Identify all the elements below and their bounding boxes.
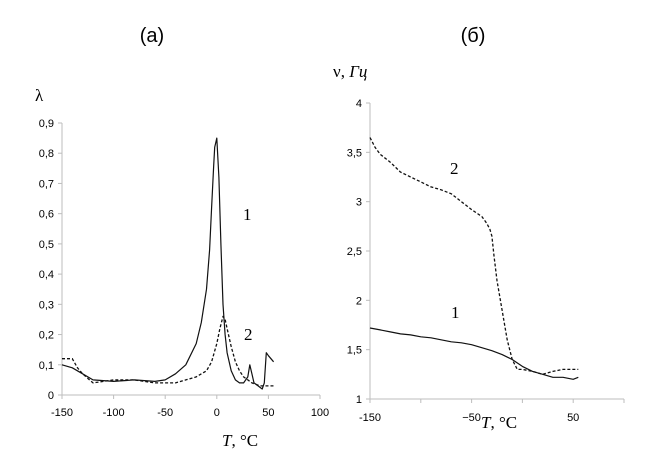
panel-a-xlabel-var: T <box>222 431 233 450</box>
y-tick-label: 2 <box>356 295 362 307</box>
y-tick-label: 1,5 <box>347 345 362 357</box>
x-tick-label: -100 <box>103 407 125 419</box>
panel-b-ylabel: ν, Гц <box>333 62 367 81</box>
x-tick-label: 0 <box>214 407 220 419</box>
y-tick-label: 0,3 <box>39 299 54 311</box>
y-tick-label: 0,8 <box>39 148 54 160</box>
panel-b-xlabel-unit: , °C <box>490 413 517 432</box>
x-tick-label: -50 <box>157 407 173 419</box>
series-line-2 <box>369 137 579 375</box>
panel-b: (б) ν, Гц 1 1,5 2 2,5 3 3,5 4 -150 −50 50 2 1 T,… <box>333 25 625 432</box>
x-tick-label: -150 <box>359 412 381 424</box>
panel-a-xlabel-unit: , °C <box>231 431 258 450</box>
series-line-2 <box>62 315 274 387</box>
panel-b-curve-label-2: 2 <box>450 159 459 178</box>
y-tick-label: 0,9 <box>39 118 54 130</box>
panel-a-curve-label-1: 1 <box>243 205 252 224</box>
panel-b-ylabel-var: ν <box>333 62 341 81</box>
panel-b-xlabel-var: T <box>481 413 492 432</box>
panel-b-series <box>369 137 579 380</box>
y-tick-label: 3,5 <box>347 147 362 159</box>
panel-a-ylabel: λ <box>35 86 44 105</box>
y-tick-label: 0 <box>48 390 54 402</box>
x-tick-label: 50 <box>567 412 579 424</box>
panel-b-y-ticks: 1 1,5 2 2,5 3 3,5 4 <box>347 98 370 406</box>
panel-a-label: (а) <box>140 25 164 47</box>
panel-a-series <box>61 137 275 390</box>
y-tick-label: 3 <box>356 197 362 209</box>
x-tick-label: 50 <box>262 407 274 419</box>
y-tick-label: 0,7 <box>39 178 54 190</box>
panel-a: (а) λ 00,10,20,30,40,50,60,70,80,9 -150-… <box>35 25 329 450</box>
panel-b-ylabel-unit: Гц <box>348 62 367 81</box>
panel-b-curve-label-1: 1 <box>451 303 460 322</box>
y-tick-label: 0,2 <box>39 330 54 342</box>
x-tick-label: −50 <box>462 412 481 424</box>
panel-b-xlabel: T, °C <box>481 413 517 432</box>
panel-a-xlabel: T, °C <box>222 431 258 450</box>
panel-a-y-ticks: 0 0,1 0,2 0,3 0,4 0,5 0,6 0,7 0,8 0,9 <box>39 118 62 402</box>
y-tick-label: 1 <box>356 394 362 406</box>
x-tick-label: 100 <box>311 407 329 419</box>
y-tick-label: 4 <box>356 98 362 110</box>
series-line-1 <box>369 327 579 380</box>
y-tick-label: 0,5 <box>39 239 54 251</box>
panel-a-x-ticks: -150 -100 -50 0 50 100 <box>51 395 329 419</box>
y-tick-label: 2,5 <box>347 246 362 258</box>
panel-a-curve-label-2: 2 <box>244 325 253 344</box>
series-line-1 <box>61 137 275 390</box>
x-tick-label: -150 <box>51 407 73 419</box>
y-tick-label: 0,6 <box>39 209 54 221</box>
y-tick-label: 0,1 <box>39 360 54 372</box>
panel-b-label: (б) <box>461 25 486 47</box>
y-tick-label: 0,4 <box>39 269 54 281</box>
panel-b-x-ticks: -150 −50 50 <box>359 399 625 424</box>
